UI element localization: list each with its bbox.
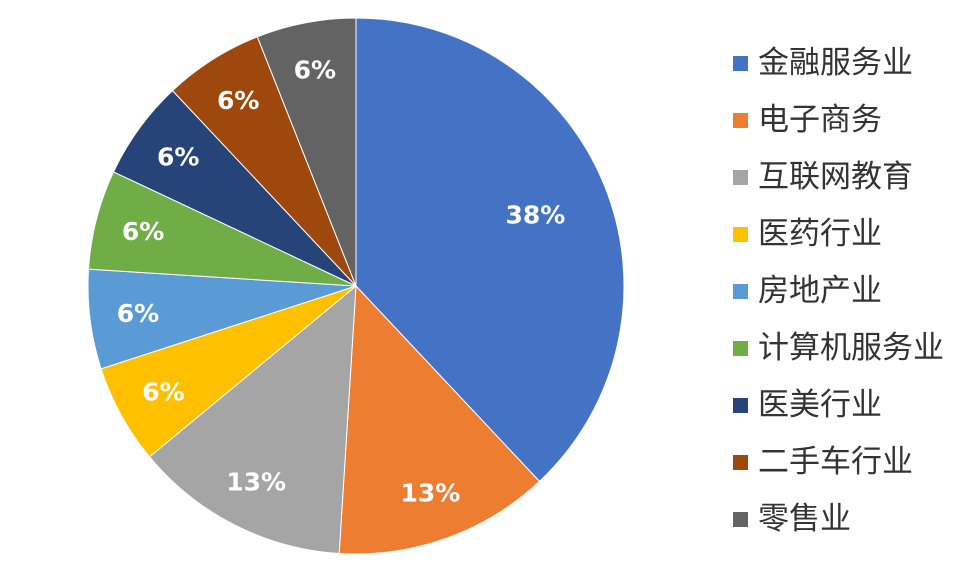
legend-label: 计算机服务业 [758, 330, 944, 366]
pie-slice-1 [338, 284, 541, 555]
legend-item-4: 房地产业 [733, 263, 973, 320]
legend-item-6: 医美行业 [733, 377, 973, 434]
pie-slice-label-0: 38% [505, 201, 565, 230]
legend-item-2: 互联网教育 [733, 149, 973, 206]
pie-slice-8 [256, 17, 357, 287]
pie-slice-2 [148, 284, 357, 555]
pie-slice-label-2: 13% [226, 467, 286, 496]
legend-label: 互联网教育 [758, 159, 913, 195]
legend-label: 医药行业 [758, 216, 882, 252]
pie-slice-label-7: 6% [217, 86, 259, 115]
legend-swatch [733, 455, 748, 470]
legend-label: 电子商务 [758, 102, 882, 138]
pie-slice-label-6: 6% [157, 142, 199, 171]
legend-swatch [733, 284, 748, 299]
legend-label: 房地产业 [758, 273, 882, 309]
legend-swatch [733, 341, 748, 356]
legend-label: 二手车行业 [758, 444, 913, 480]
pie-slices [87, 17, 625, 555]
legend-label: 金融服务业 [758, 45, 913, 81]
legend-label: 零售业 [758, 501, 851, 537]
legend-swatch [733, 227, 748, 242]
legend-item-1: 电子商务 [733, 92, 973, 149]
pie-slice-label-1: 13% [400, 478, 460, 507]
legend-item-0: 金融服务业 [733, 35, 973, 92]
legend-label: 医美行业 [758, 387, 882, 423]
legend-swatch [733, 170, 748, 185]
pie-slice-0 [355, 17, 625, 483]
legend-item-3: 医药行业 [733, 206, 973, 263]
legend-swatch [733, 512, 748, 527]
pie-slice-label-5: 6% [122, 217, 164, 246]
pie-slice-label-8: 6% [294, 56, 336, 85]
pie-labels: 38% 13% 13% 6% 6% 6% 6% 6% 6% [117, 56, 566, 508]
legend-swatch [733, 56, 748, 71]
pie-slice-label-3: 6% [142, 377, 184, 406]
legend-item-8: 零售业 [733, 491, 973, 548]
chart-legend: 金融服务业电子商务互联网教育医药行业房地产业计算机服务业 医美行业二手车行业零售业 [733, 35, 973, 548]
legend-swatch [733, 113, 748, 128]
legend-item-5: 计算机服务业 [733, 320, 973, 377]
legend-item-7: 二手车行业 [733, 434, 973, 491]
pie-chart: 38% 13% 13% 6% 6% 6% 6% 6% 6% [87, 17, 625, 555]
pie-slice-label-4: 6% [117, 299, 159, 328]
legend-swatch [733, 398, 748, 413]
pie-chart-area: 38% 13% 13% 6% 6% 6% 6% 6% 6% [87, 17, 625, 555]
